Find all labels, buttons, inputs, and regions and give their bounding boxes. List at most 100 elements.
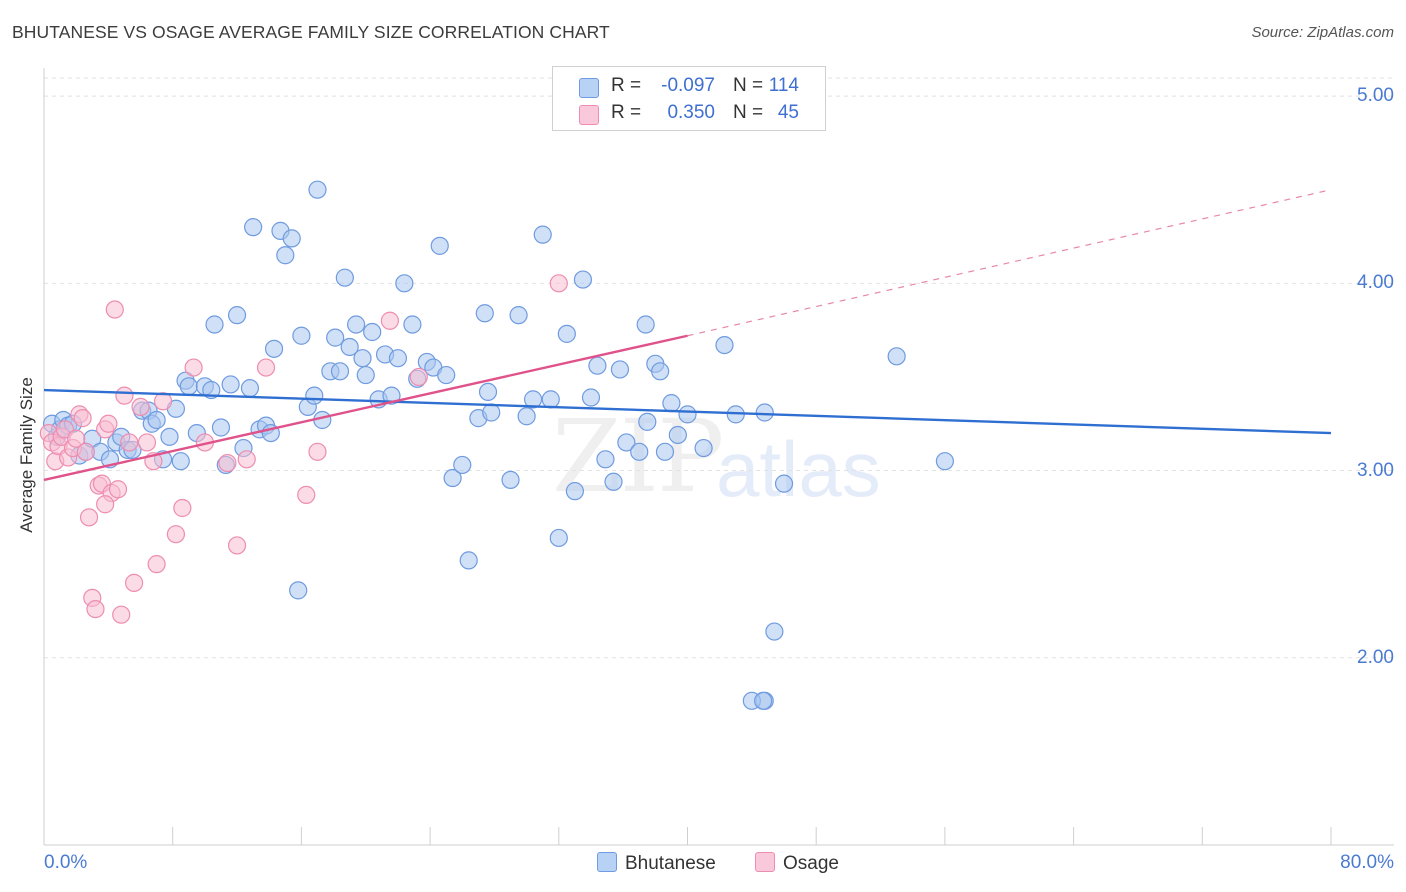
point-bhutanese: [244, 218, 263, 237]
point-osage: [308, 442, 327, 461]
point-osage: [409, 367, 428, 387]
point-osage: [173, 498, 192, 518]
point-bhutanese: [668, 425, 687, 445]
point-bhutanese: [509, 306, 528, 325]
point-bhutanese: [517, 407, 536, 426]
legend-row-bhutanese: R = -0.097 N = 114: [553, 72, 825, 102]
point-osage: [112, 605, 131, 624]
point-osage: [67, 429, 86, 448]
point-bhutanese: [655, 442, 675, 461]
point-bhutanese: [459, 551, 478, 570]
point-bhutanese: [935, 452, 955, 471]
point-bhutanese: [335, 268, 354, 287]
point-bhutanese: [636, 315, 655, 334]
point-bhutanese: [617, 433, 636, 452]
point-bhutanese: [694, 438, 713, 458]
point-osage: [124, 573, 144, 592]
point-bhutanese: [523, 390, 543, 409]
trend-line-osage: [43, 334, 688, 482]
point-bhutanese: [501, 470, 520, 490]
point-bhutanese: [211, 418, 231, 437]
point-bhutanese: [774, 474, 794, 493]
point-bhutanese: [403, 315, 422, 334]
point-osage: [120, 433, 139, 452]
legend-row-osage: R = 0.350 N = 45: [553, 99, 825, 129]
point-bhutanese: [437, 365, 456, 385]
point-bhutanese: [205, 315, 224, 334]
legend-n-value: 45: [777, 102, 799, 123]
legend-swatch-bhutanese: [597, 852, 617, 872]
point-bhutanese: [887, 347, 906, 366]
point-bhutanese: [276, 246, 295, 265]
point-bhutanese: [638, 412, 657, 431]
point-bhutanese: [171, 452, 190, 471]
source-label: Source: ZipAtlas.com: [1251, 24, 1394, 41]
legend-r-label: R =: [611, 102, 642, 123]
point-bhutanese: [475, 304, 494, 323]
point-bhutanese: [755, 403, 774, 422]
trend-line-bhutanese: [43, 388, 1332, 435]
point-bhutanese: [282, 229, 301, 248]
point-bhutanese: [292, 326, 311, 345]
point-osage: [108, 480, 128, 499]
point-bhutanese: [588, 356, 607, 375]
point-osage: [297, 485, 316, 504]
legend-item-bhutanese[interactable]: Bhutanese: [597, 852, 716, 875]
point-bhutanese: [443, 468, 462, 488]
point-bhutanese: [363, 322, 382, 342]
point-bhutanese: [221, 375, 240, 394]
point-bhutanese: [549, 528, 568, 548]
y-tick-label: 5.00: [1357, 85, 1394, 107]
legend-r-value: 0.350: [667, 102, 715, 123]
point-bhutanese: [240, 379, 260, 398]
point-bhutanese: [227, 306, 247, 325]
point-bhutanese: [610, 360, 630, 379]
x-tick-label-min: 0.0%: [44, 852, 88, 873]
point-osage: [96, 495, 115, 514]
legend-item-osage[interactable]: Osage: [755, 852, 839, 875]
point-bhutanese: [573, 270, 593, 289]
point-bhutanese: [305, 386, 324, 405]
point-osage: [76, 442, 95, 461]
point-osage: [380, 311, 399, 330]
point-bhutanese: [630, 442, 649, 461]
point-bhutanese: [581, 388, 601, 407]
legend-swatch-osage: [755, 852, 775, 872]
point-osage: [115, 386, 134, 405]
point-osage: [256, 358, 276, 377]
point-osage: [184, 358, 203, 377]
point-osage: [549, 274, 568, 293]
point-osage: [79, 508, 99, 527]
point-osage: [147, 555, 166, 574]
point-bhutanese: [308, 180, 327, 199]
point-bhutanese: [340, 337, 359, 357]
correlation-legend: R = -0.097 N = 114 R = 0.350 N = 45: [552, 66, 826, 131]
point-bhutanese: [346, 315, 366, 334]
point-bhutanese: [330, 362, 350, 381]
x-tick-label-max: 80.0%: [1340, 852, 1394, 873]
legend-swatch-bhutanese: [579, 78, 599, 98]
point-bhutanese: [326, 328, 345, 347]
point-osage: [166, 525, 186, 544]
point-bhutanese: [715, 335, 734, 355]
chart-title: BHUTANESE VS OSAGE AVERAGE FAMILY SIZE C…: [12, 22, 610, 42]
legend-r-label: R =: [611, 75, 642, 96]
point-bhutanese: [353, 349, 372, 368]
point-bhutanese: [478, 382, 498, 402]
point-osage: [218, 453, 237, 473]
point-bhutanese: [565, 482, 584, 501]
legend-n-value: 114: [768, 75, 799, 96]
point-bhutanese: [765, 622, 784, 641]
watermark-atlas: atlas: [716, 425, 881, 513]
legend-swatch-osage: [579, 105, 599, 125]
point-bhutanese: [541, 390, 560, 409]
legend-label-bhutanese: Bhutanese: [625, 853, 716, 874]
point-bhutanese: [179, 377, 198, 396]
legend-label-osage: Osage: [783, 853, 839, 874]
point-bhutanese: [264, 339, 284, 358]
point-osage: [153, 392, 173, 411]
point-osage: [99, 414, 118, 433]
y-tick-label: 3.00: [1357, 459, 1394, 481]
point-bhutanese: [395, 274, 414, 293]
